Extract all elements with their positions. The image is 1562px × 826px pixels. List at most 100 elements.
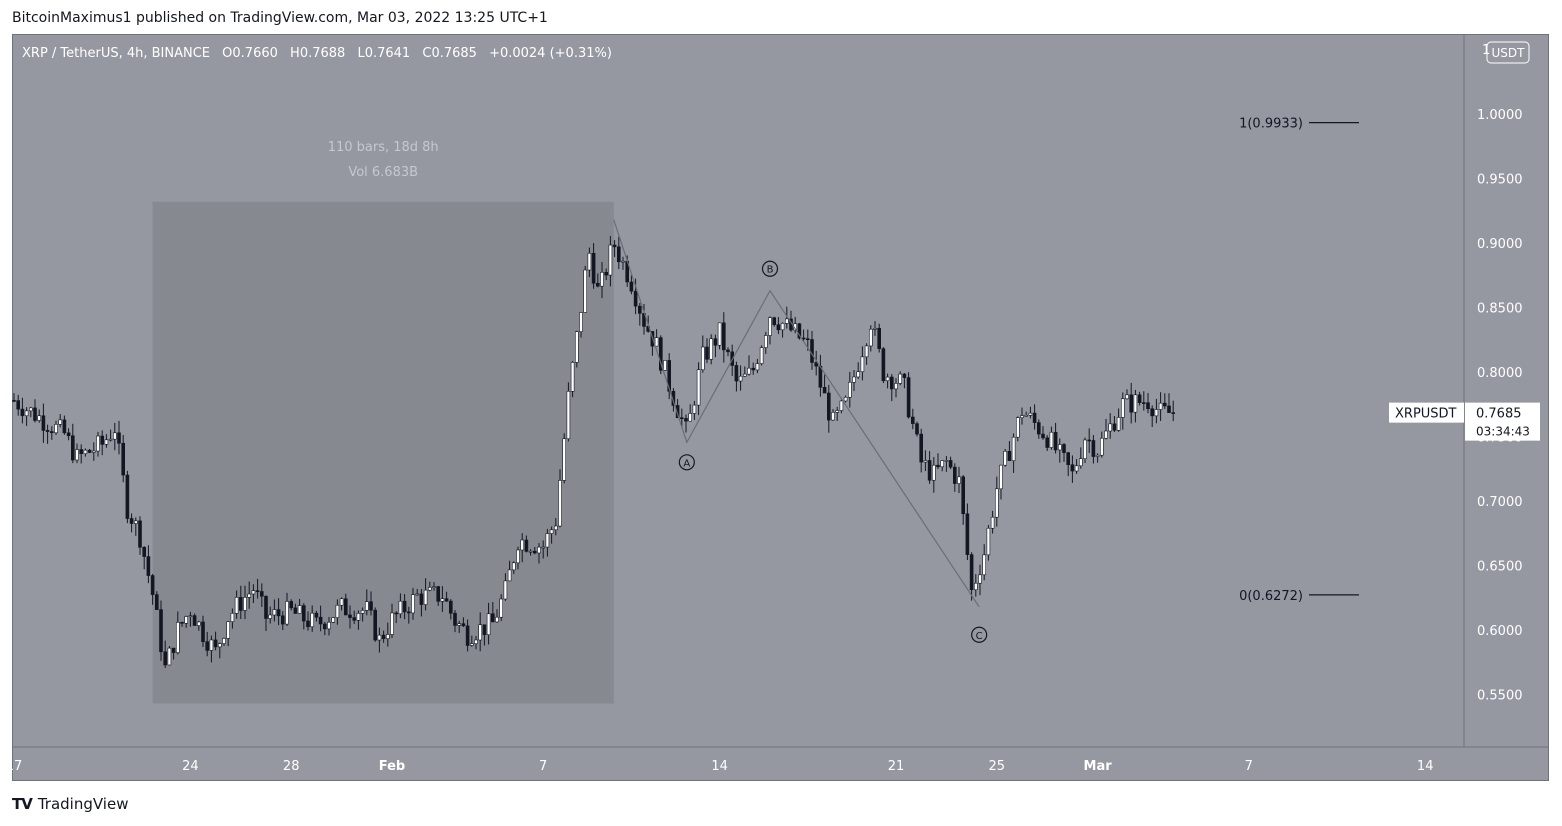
candle-body-212 xyxy=(902,373,907,378)
candle-body-121 xyxy=(520,539,525,551)
candle-body-219 xyxy=(931,464,936,481)
candle-body-250 xyxy=(1062,444,1066,453)
price-tag-box xyxy=(1465,402,1540,441)
candle-body-129 xyxy=(553,525,558,531)
low-value: 0.7641 xyxy=(365,46,411,61)
candle-body-144 xyxy=(616,246,621,263)
candle-body-258 xyxy=(1095,454,1100,457)
time-tick-9: 7 xyxy=(1245,759,1253,774)
time-tick-5: 14 xyxy=(711,759,728,774)
candle-body-145 xyxy=(621,260,625,263)
candle-body-13 xyxy=(66,432,71,437)
candle-body-134 xyxy=(574,331,579,363)
price-tick-4: 0.8000 xyxy=(1477,366,1523,381)
candle-body-174 xyxy=(742,373,747,377)
candle-body-235 xyxy=(999,464,1003,490)
candle-body-73 xyxy=(318,616,323,625)
candle-body-210 xyxy=(894,383,898,390)
price-chart[interactable]: 110 bars, 18d 8h Vol 6.683B A B C 1(0.9933… xyxy=(12,34,1549,781)
candle-body-197 xyxy=(839,400,844,411)
candle-body-66 xyxy=(289,601,294,609)
candle-body-119 xyxy=(511,562,516,571)
candle-body-252 xyxy=(1070,464,1075,472)
candle-body-249 xyxy=(1058,444,1062,451)
wave-B-label: B xyxy=(767,265,774,276)
candle-body-44 xyxy=(197,621,201,626)
candle-body-254 xyxy=(1079,458,1083,467)
candle-body-53 xyxy=(234,597,239,614)
candle-body-8 xyxy=(45,430,50,432)
candle-body-101 xyxy=(436,586,441,602)
candle-body-177 xyxy=(755,363,760,371)
time-tick-4: 7 xyxy=(539,759,547,774)
candle-body-9 xyxy=(49,431,54,434)
candle-body-34 xyxy=(155,594,159,610)
candle-body-208 xyxy=(885,376,890,382)
candle-body-45 xyxy=(201,621,205,642)
candle-body-253 xyxy=(1074,465,1079,472)
candle-body-238 xyxy=(1011,436,1016,461)
symbol-tag: XRPUSDT xyxy=(1395,407,1457,422)
candle-body-117 xyxy=(503,580,508,600)
candle-body-217 xyxy=(923,460,928,463)
candle-body-82 xyxy=(356,613,361,621)
candle-body-140 xyxy=(600,272,604,287)
candle-body-143 xyxy=(612,244,617,248)
candle-body-213 xyxy=(906,377,911,418)
candle-body-85 xyxy=(369,601,373,611)
candle-body-246 xyxy=(1045,437,1049,448)
candle-body-1 xyxy=(16,400,20,410)
candle-body-268 xyxy=(1137,394,1142,403)
candle-body-61 xyxy=(268,614,273,619)
candle-body-198 xyxy=(843,396,848,402)
footer-brand-label: TradingView xyxy=(37,795,129,813)
time-tick-6: 21 xyxy=(888,759,905,774)
candle-body-221 xyxy=(940,460,945,468)
candle-body-55 xyxy=(243,597,247,611)
candle-body-75 xyxy=(327,621,331,630)
candle-body-162 xyxy=(692,404,697,414)
candle-body-115 xyxy=(495,616,499,623)
range-box xyxy=(152,201,614,704)
candle-body-136 xyxy=(583,269,588,313)
candle-body-131 xyxy=(562,438,567,481)
candle-body-183 xyxy=(780,323,785,331)
candle-body-112 xyxy=(482,624,487,636)
currency-badge[interactable] xyxy=(1486,41,1530,64)
candle-body-28 xyxy=(129,518,134,524)
candle-body-133 xyxy=(570,362,575,392)
candle-body-274 xyxy=(1163,402,1167,407)
candle-body-236 xyxy=(1003,450,1008,466)
candle-body-138 xyxy=(591,252,596,284)
time-scale[interactable]: 17 24 28 Feb 7 14 21 25 Mar 7 14 xyxy=(12,759,1433,774)
candle-body-32 xyxy=(146,556,151,576)
candle-body-156 xyxy=(667,360,672,392)
candle-body-233 xyxy=(990,516,995,529)
candle-body-142 xyxy=(608,244,613,276)
candle-body-19 xyxy=(92,450,96,453)
candle-body-100 xyxy=(432,586,436,588)
candle-body-164 xyxy=(700,346,705,371)
candle-body-244 xyxy=(1037,422,1041,435)
candle-body-25 xyxy=(117,432,121,444)
candle-body-195 xyxy=(831,412,835,421)
candle-body-116 xyxy=(499,598,504,618)
footer-brand[interactable]: TV TradingView xyxy=(12,795,128,813)
candle-body-147 xyxy=(629,281,634,292)
candle-body-240 xyxy=(1020,415,1024,418)
candle-body-137 xyxy=(587,252,592,271)
candle-body-223 xyxy=(948,460,953,468)
candle-body-191 xyxy=(814,362,819,367)
candle-body-88 xyxy=(381,634,386,639)
candle-body-130 xyxy=(558,480,562,527)
symbol-tag-box xyxy=(1389,402,1464,423)
candle-body-155 xyxy=(663,360,667,371)
candle-body-38 xyxy=(171,647,176,653)
candle-body-16 xyxy=(79,449,83,454)
candle-body-154 xyxy=(658,337,663,371)
time-tick-2: 28 xyxy=(283,759,300,774)
candle-body-48 xyxy=(213,639,218,648)
candle-body-92 xyxy=(398,600,403,615)
publisher-line: BitcoinMaximus1 published on TradingView… xyxy=(12,10,548,26)
candle-body-22 xyxy=(104,439,109,445)
